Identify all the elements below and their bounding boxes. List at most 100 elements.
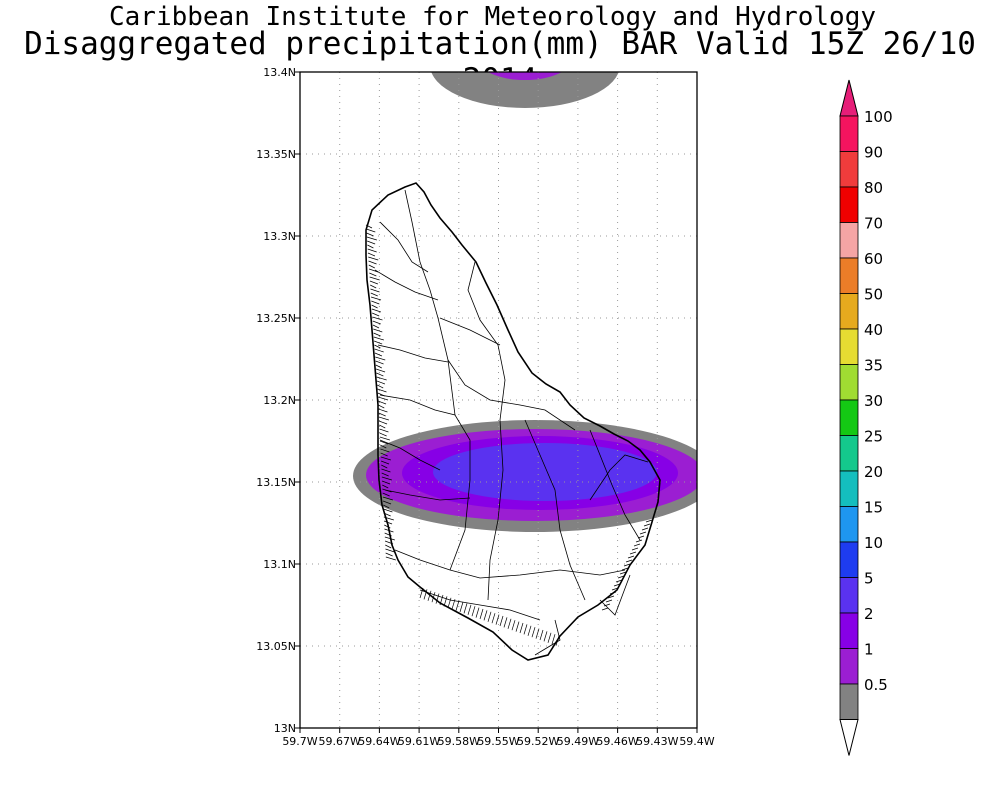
coast-stream xyxy=(377,388,387,393)
coast-stream xyxy=(423,589,428,600)
coast-stream xyxy=(383,520,393,525)
coast-stream xyxy=(383,508,393,513)
lon-tick-label: 59.67W xyxy=(319,735,361,748)
lat-tick-label: 13.1N xyxy=(263,558,296,571)
coast-stream xyxy=(378,416,389,421)
coast-stream xyxy=(475,607,480,618)
coast-stream xyxy=(601,607,609,611)
boundary-line xyxy=(439,317,501,346)
colorbar-swatch xyxy=(839,186,859,223)
lon-tick-label: 59.49W xyxy=(557,735,599,748)
coast-stream xyxy=(366,232,374,237)
colorbar-swatch xyxy=(839,151,859,188)
colorbar-label: 2 xyxy=(864,605,874,623)
coast-stream xyxy=(382,488,392,493)
rivers-and-boundaries xyxy=(374,189,649,656)
coast-stream xyxy=(378,408,388,413)
lat-tick-label: 13.25N xyxy=(256,312,296,325)
coast-stream xyxy=(637,535,645,539)
coast-stream xyxy=(385,548,395,553)
coast-stream xyxy=(369,276,380,281)
boundary-line xyxy=(589,454,649,501)
boundary-line xyxy=(377,344,449,363)
coast-stream xyxy=(378,404,385,409)
lon-tick-label: 59.43W xyxy=(636,735,678,748)
coast-stream xyxy=(629,551,637,555)
coast-stream xyxy=(375,364,382,369)
coast-stream xyxy=(379,424,386,429)
coast-stream xyxy=(384,524,391,529)
colorbar-swatch xyxy=(839,435,859,472)
coast-stream xyxy=(459,601,464,613)
coast-stream xyxy=(381,476,392,481)
precip-band-5 xyxy=(433,443,657,501)
coast-stream xyxy=(621,567,629,571)
colorbar-label: 10 xyxy=(864,534,883,552)
coast-stream xyxy=(613,583,621,587)
coast-stream xyxy=(368,264,375,269)
colorbar-swatch xyxy=(839,399,859,436)
colorbar-swatch xyxy=(839,222,859,259)
coast-stream xyxy=(507,618,512,629)
coast-stream xyxy=(384,540,394,545)
coast-stream xyxy=(368,256,379,261)
coast-stream xyxy=(377,400,387,405)
coast-stream xyxy=(381,464,388,469)
lat-tick-label: 13.2N xyxy=(263,394,296,407)
colorbar-label: 40 xyxy=(864,321,883,339)
coast-stream xyxy=(382,500,392,505)
coast-stream xyxy=(381,472,389,477)
coast-stream xyxy=(374,352,383,357)
coast-stream xyxy=(371,304,378,309)
boundary-line xyxy=(589,429,641,541)
coast-stream xyxy=(487,611,492,622)
lon-tick-label: 59.4W xyxy=(679,735,714,748)
coast-stream xyxy=(381,480,391,485)
lon-tick-label: 59.52W xyxy=(517,735,559,748)
colorbar-swatch xyxy=(839,364,859,401)
coast-stream xyxy=(467,604,472,615)
colorbar-swatch xyxy=(839,328,859,365)
coast-stream xyxy=(373,336,384,341)
coast-stream xyxy=(384,532,392,537)
colorbar-label: 50 xyxy=(864,286,883,304)
coast-stream xyxy=(635,539,643,543)
colorbar-swatch xyxy=(839,541,859,578)
chart-subtitle: Disaggregated precipitation(mm) BAR Vali… xyxy=(24,26,976,98)
colorbar-swatch xyxy=(839,293,859,330)
coast-stream xyxy=(384,536,395,541)
coast-stream xyxy=(427,590,432,601)
lon-tick-label: 59.61W xyxy=(398,735,440,748)
colorbar-label: 80 xyxy=(864,179,883,197)
boundary-line xyxy=(524,419,586,601)
coast-stream xyxy=(368,260,377,265)
boundary-line xyxy=(379,439,441,471)
coast-stream xyxy=(631,547,639,551)
lon-tick-label: 59.64W xyxy=(358,735,400,748)
latitude-axis: 13.4N 13.35N 13.3N 13.25N 13.2N 13.15N 13.1N 13… xyxy=(256,66,300,735)
boundary-line xyxy=(467,261,506,601)
coast-stream xyxy=(645,519,653,523)
lat-tick-label: 13.4N xyxy=(263,66,296,79)
coast-stream xyxy=(615,579,623,583)
coast-stream xyxy=(641,527,649,531)
coast-stream xyxy=(370,296,382,301)
coast-stream xyxy=(431,592,436,603)
coast-stream xyxy=(372,324,380,329)
coast-stream xyxy=(379,428,389,433)
coast-stream xyxy=(367,252,376,257)
coast-stream xyxy=(373,332,381,337)
coast-stream xyxy=(369,272,377,277)
coast-stream xyxy=(372,312,380,317)
coast-stream xyxy=(380,444,387,449)
coast-stream xyxy=(378,412,386,417)
coast-stream xyxy=(535,628,540,639)
colorbar-label: 70 xyxy=(864,215,883,233)
coast-stream xyxy=(503,617,508,628)
coast-stream xyxy=(372,316,383,321)
coast-stream xyxy=(515,621,520,632)
coast-stream xyxy=(376,372,384,377)
coast-stream xyxy=(379,432,387,437)
coast-stream xyxy=(463,603,468,614)
